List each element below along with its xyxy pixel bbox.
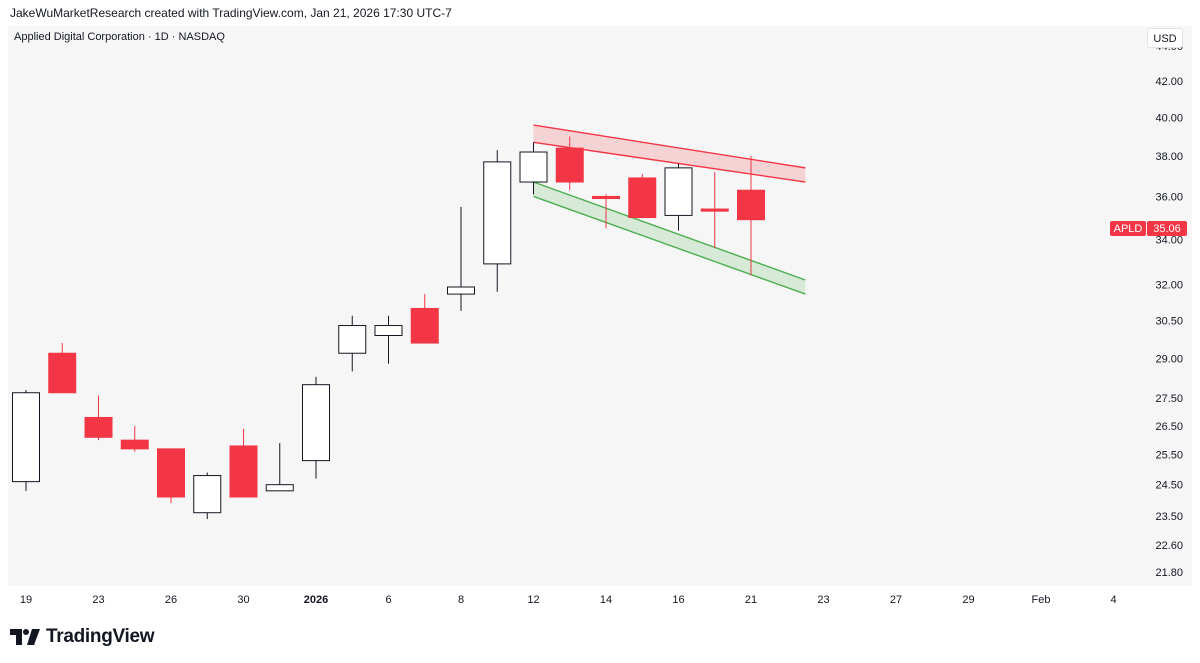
x-tick-label: 29 [962,594,974,606]
candle-down [592,195,620,200]
chart-title[interactable]: Applied Digital Corporation · 1D · NASDA… [14,31,225,43]
x-tick-label: 8 [458,594,464,606]
x-tick-label: 6 [385,594,391,606]
x-tick-label: Feb [1032,594,1051,606]
tradingview-logo-icon [10,629,40,645]
candles [12,136,765,520]
candle-down [628,177,657,219]
candle-up [664,167,693,216]
tradingview-brand: TradingView [46,626,155,647]
x-tick-label: 19 [20,594,32,606]
candle-down [157,448,185,498]
x-tick-label: 4 [1110,594,1116,606]
upper-channel-top-line[interactable] [533,124,806,169]
y-tick-label: 32.00 [1155,280,1183,292]
candle-up [447,286,475,295]
y-axis: 44.0042.0040.0038.0036.0034.0032.0030.50… [1155,41,1183,579]
x-tick-label: 27 [890,594,902,606]
candle-down [737,189,765,221]
x-tick-label: 23 [92,594,104,606]
x-tick-label: 12 [527,594,539,606]
y-tick-label: 27.50 [1155,393,1183,405]
y-tick-label: 21.80 [1155,567,1183,579]
candle-down [555,147,584,183]
candle-up [302,384,330,462]
y-tick-label: 34.00 [1155,234,1183,246]
last-price-bg [1147,221,1187,236]
y-tick-label: 40.00 [1155,113,1183,125]
y-tick-label: 29.00 [1155,353,1183,365]
y-tick-label: 26.50 [1155,421,1183,433]
x-tick-label: 21 [745,594,757,606]
candle-down [48,352,77,394]
x-tick-label: 26 [165,594,177,606]
candle-up [519,151,548,183]
candle-up [483,161,512,265]
lower-channel-fill[interactable] [533,182,806,295]
y-tick-label: 23.50 [1155,511,1183,523]
upper-channel-fill[interactable] [533,125,806,183]
candle-up [12,392,40,483]
x-tick-label: 23 [817,594,829,606]
y-tick-label: 36.00 [1155,191,1183,203]
attribution-header: JakeWuMarketResearch created with Tradin… [10,6,452,20]
candle-down [120,439,149,450]
last-price-value: 35.06 [1153,223,1181,235]
last-price-ticker-bg [1110,221,1146,236]
candle-down [84,416,113,438]
last-price-label: APLD 35.06 [1110,221,1187,236]
candle-up [193,475,222,514]
x-tick-label: 14 [600,594,612,606]
y-tick-label: 42.00 [1155,76,1183,88]
y-tick-label: 25.50 [1155,450,1183,462]
candle-down [410,307,439,344]
lower-channel-top-line[interactable] [533,181,806,281]
tradingview-logo[interactable]: TradingView [10,626,155,648]
y-tick-label: 22.60 [1155,540,1183,552]
x-axis: 19 23 26 30 2026 6 8 12 14 16 21 23 27 29 Feb 4 [20,594,1117,606]
candle-down [229,445,258,498]
y-tick-label: 24.50 [1155,480,1183,492]
y-tick-label: 30.50 [1155,316,1183,328]
y-tick-label: 38.00 [1155,151,1183,163]
candle-up [374,325,403,336]
currency-button[interactable]: USD [1147,28,1183,48]
candle-down [700,208,729,212]
x-tick-label: 2026 [304,594,328,606]
channel-annotations [533,124,806,295]
lower-channel-bottom-line[interactable] [533,195,806,295]
last-price-ticker: APLD [1114,223,1143,235]
x-tick-label: 30 [237,594,249,606]
candle-up [338,325,367,354]
candle-up [265,484,294,492]
x-tick-label: 16 [672,594,684,606]
